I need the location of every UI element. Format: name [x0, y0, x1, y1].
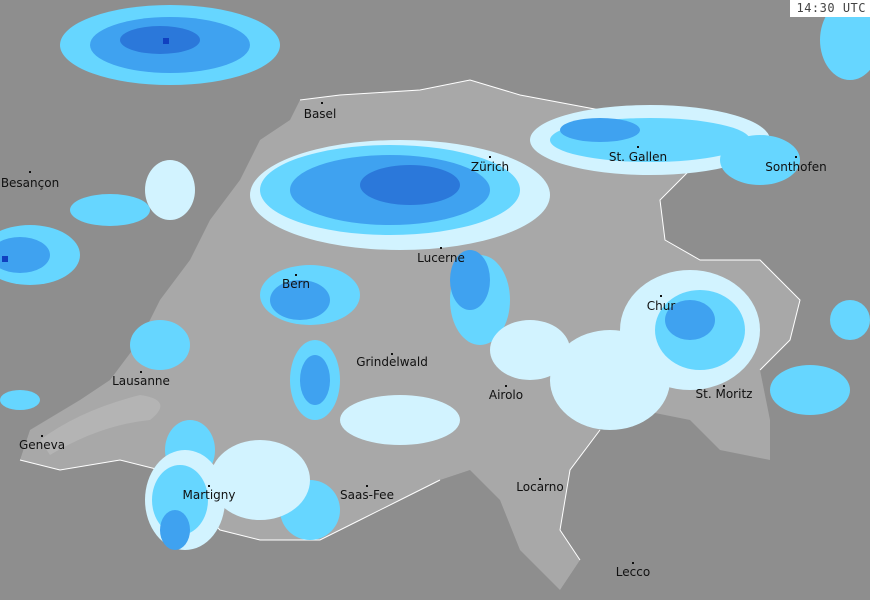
precipitation-cell — [0, 237, 50, 273]
precipitation-cell — [270, 280, 330, 320]
precipitation-cell — [2, 256, 8, 262]
city-marker: Lecco — [616, 562, 650, 579]
precipitation-cell — [665, 300, 715, 340]
city-dot — [632, 562, 634, 564]
city-marker: Lucerne — [417, 247, 465, 265]
city-marker: Bern — [282, 274, 310, 291]
city-dot — [539, 478, 541, 480]
city-dot — [660, 295, 662, 297]
city-marker: Chur — [647, 295, 676, 313]
city-label: Sonthofen — [765, 160, 826, 174]
precipitation-cell — [210, 440, 310, 520]
precipitation-cell — [560, 118, 640, 142]
precipitation-cell — [720, 135, 800, 185]
city-dot — [440, 247, 442, 249]
city-label: Saas-Fee — [340, 488, 394, 502]
precipitation-cell — [450, 250, 490, 310]
precipitation-cell — [550, 330, 670, 430]
city-marker: Lausanne — [112, 371, 170, 388]
city-dot — [295, 274, 297, 276]
city-label: Besançon — [1, 176, 59, 190]
precipitation-cell — [0, 390, 40, 410]
city-label: Lecco — [616, 565, 650, 579]
city-marker: Locarno — [516, 478, 564, 494]
city-dot — [321, 102, 323, 104]
city-marker: Geneva — [19, 435, 65, 452]
precipitation-layer — [0, 0, 870, 550]
city-layer: Basel Besançon Zürich St. Gallen Sonthofen Lu… — [1, 102, 827, 579]
switzerland-region — [20, 80, 800, 590]
precipitation-cell — [770, 365, 850, 415]
city-dot — [391, 353, 393, 355]
precipitation-cell — [830, 300, 870, 340]
city-marker: Grindelwald — [356, 353, 428, 369]
city-dot — [41, 435, 43, 437]
precipitation-cell — [490, 320, 570, 380]
city-label: Chur — [647, 299, 676, 313]
precipitation-cell — [820, 0, 870, 80]
precipitation-cell — [130, 320, 190, 370]
city-dot — [723, 385, 725, 387]
city-label: Martigny — [182, 488, 235, 502]
precipitation-cell — [163, 38, 169, 44]
city-marker: Sonthofen — [765, 156, 827, 174]
precipitation-cell — [300, 355, 330, 405]
precipitation-cell — [360, 165, 460, 205]
city-marker: Besançon — [1, 171, 59, 190]
city-label: Lucerne — [417, 251, 465, 265]
city-dot — [29, 171, 31, 173]
city-dot — [637, 146, 639, 148]
city-dot — [366, 485, 368, 487]
city-label: Locarno — [516, 480, 563, 494]
timestamp-label: 14:30 UTC — [790, 0, 870, 17]
city-dot — [795, 156, 797, 158]
city-dot — [208, 485, 210, 487]
city-label: Basel — [304, 107, 337, 121]
city-label: Airolo — [489, 388, 523, 402]
city-label: Zürich — [471, 160, 509, 174]
city-marker: Zürich — [471, 156, 509, 174]
city-label: St. Moritz — [696, 387, 753, 401]
city-marker: Martigny — [182, 485, 236, 502]
precipitation-cell — [70, 194, 150, 226]
city-label: Lausanne — [112, 374, 170, 388]
city-marker: St. Moritz — [696, 385, 753, 401]
precipitation-cell — [145, 160, 195, 220]
city-label: Grindelwald — [356, 355, 428, 369]
city-label: Geneva — [19, 438, 65, 452]
city-marker: Airolo — [489, 385, 523, 402]
city-label: St. Gallen — [609, 150, 667, 164]
city-dot — [140, 371, 142, 373]
city-marker: Basel — [304, 102, 337, 121]
city-dot — [505, 385, 507, 387]
city-label: Bern — [282, 277, 310, 291]
precipitation-cell — [340, 395, 460, 445]
city-dot — [489, 156, 491, 158]
precipitation-cell — [160, 510, 190, 550]
precipitation-cell — [120, 26, 200, 54]
city-marker: St. Gallen — [609, 146, 667, 164]
city-marker: Saas-Fee — [340, 485, 394, 502]
lake-geneva — [40, 395, 161, 455]
